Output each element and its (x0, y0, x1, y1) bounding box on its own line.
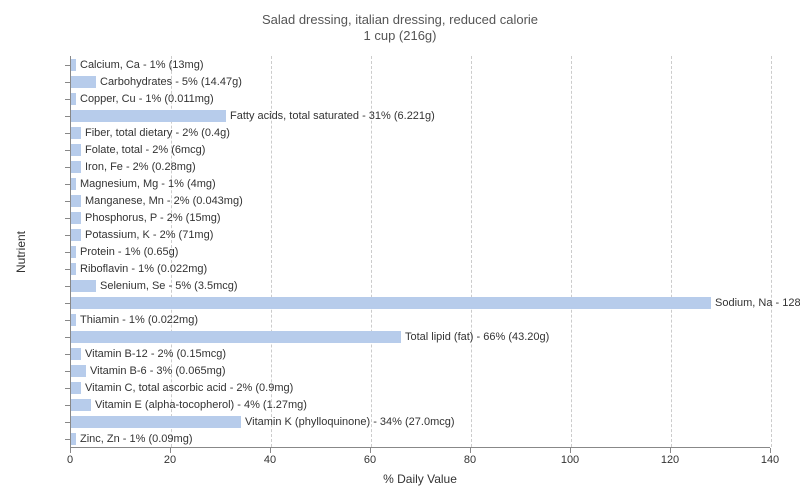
y-tick (65, 218, 71, 219)
x-tick-label: 100 (561, 454, 579, 466)
gridline (771, 56, 772, 447)
bar: Total lipid (fat) - 66% (43.20g) (71, 331, 401, 343)
x-tick (270, 448, 271, 453)
bar: Selenium, Se - 5% (3.5mcg) (71, 280, 96, 292)
x-tick (770, 448, 771, 453)
bar: Vitamin K (phylloquinone) - 34% (27.0mcg… (71, 416, 241, 428)
bar-label: Zinc, Zn - 1% (0.09mg) (76, 433, 192, 445)
bar: Zinc, Zn - 1% (0.09mg) (71, 433, 76, 445)
bar: Calcium, Ca - 1% (13mg) (71, 59, 76, 71)
x-tick-label: 140 (761, 454, 779, 466)
bar-label: Vitamin B-12 - 2% (0.15mcg) (81, 348, 226, 360)
bar-label: Selenium, Se - 5% (3.5mcg) (96, 280, 238, 292)
bar-label: Manganese, Mn - 2% (0.043mg) (81, 195, 243, 207)
bar-label: Riboflavin - 1% (0.022mg) (76, 263, 207, 275)
bar: Vitamin E (alpha-tocopherol) - 4% (1.27m… (71, 399, 91, 411)
bar-label: Fatty acids, total saturated - 31% (6.22… (226, 110, 435, 122)
x-tick-label: 40 (264, 454, 276, 466)
y-tick (65, 269, 71, 270)
y-tick (65, 422, 71, 423)
y-tick (65, 303, 71, 304)
bar: Manganese, Mn - 2% (0.043mg) (71, 195, 81, 207)
bar-label: Phosphorus, P - 2% (15mg) (81, 212, 221, 224)
x-tick-label: 0 (67, 454, 73, 466)
nutrient-chart: Salad dressing, italian dressing, reduce… (0, 0, 800, 500)
bar: Fatty acids, total saturated - 31% (6.22… (71, 110, 226, 122)
chart-title-line1: Salad dressing, italian dressing, reduce… (0, 0, 800, 27)
bar: Vitamin C, total ascorbic acid - 2% (0.9… (71, 382, 81, 394)
y-tick (65, 65, 71, 66)
x-axis: 020406080100120140 (70, 448, 770, 468)
y-tick (65, 286, 71, 287)
x-tick-label: 60 (364, 454, 376, 466)
bar-label: Iron, Fe - 2% (0.28mg) (81, 161, 196, 173)
y-tick (65, 82, 71, 83)
x-axis-title: % Daily Value (70, 472, 770, 486)
y-tick (65, 405, 71, 406)
bar: Folate, total - 2% (6mcg) (71, 144, 81, 156)
y-tick (65, 371, 71, 372)
bar: Sodium, Na - 128% (3069mg) (71, 297, 711, 309)
bar-label: Magnesium, Mg - 1% (4mg) (76, 178, 216, 190)
y-tick (65, 150, 71, 151)
bar: Vitamin B-6 - 3% (0.065mg) (71, 365, 86, 377)
bar: Riboflavin - 1% (0.022mg) (71, 263, 76, 275)
y-tick (65, 184, 71, 185)
bar-label: Vitamin B-6 - 3% (0.065mg) (86, 365, 226, 377)
chart-title-line2: 1 cup (216g) (0, 27, 800, 43)
bar-label: Vitamin C, total ascorbic acid - 2% (0.9… (81, 382, 293, 394)
bar: Vitamin B-12 - 2% (0.15mcg) (71, 348, 81, 360)
bar: Fiber, total dietary - 2% (0.4g) (71, 127, 81, 139)
y-tick (65, 320, 71, 321)
y-axis-title: Nutrient (14, 231, 28, 273)
y-tick (65, 252, 71, 253)
bar-label: Vitamin E (alpha-tocopherol) - 4% (1.27m… (91, 399, 307, 411)
x-tick-label: 20 (164, 454, 176, 466)
y-tick (65, 388, 71, 389)
bar-label: Protein - 1% (0.65g) (76, 246, 178, 258)
bar: Copper, Cu - 1% (0.011mg) (71, 93, 76, 105)
bar: Carbohydrates - 5% (14.47g) (71, 76, 96, 88)
bar-label: Total lipid (fat) - 66% (43.20g) (401, 331, 549, 343)
y-tick (65, 116, 71, 117)
bar: Iron, Fe - 2% (0.28mg) (71, 161, 81, 173)
x-tick (670, 448, 671, 453)
x-tick (570, 448, 571, 453)
y-tick (65, 99, 71, 100)
bar: Magnesium, Mg - 1% (4mg) (71, 178, 76, 190)
bar-label: Fiber, total dietary - 2% (0.4g) (81, 127, 230, 139)
y-tick (65, 201, 71, 202)
y-tick (65, 167, 71, 168)
x-tick-label: 80 (464, 454, 476, 466)
bar-label: Calcium, Ca - 1% (13mg) (76, 59, 203, 71)
x-tick (170, 448, 171, 453)
bar: Potassium, K - 2% (71mg) (71, 229, 81, 241)
bar-label: Potassium, K - 2% (71mg) (81, 229, 213, 241)
x-tick-label: 120 (661, 454, 679, 466)
bar-label: Folate, total - 2% (6mcg) (81, 144, 205, 156)
y-tick (65, 337, 71, 338)
y-tick (65, 235, 71, 236)
bar-label: Sodium, Na - 128% (3069mg) (711, 297, 800, 309)
bar-label: Carbohydrates - 5% (14.47g) (96, 76, 242, 88)
x-tick (370, 448, 371, 453)
bar-label: Thiamin - 1% (0.022mg) (76, 314, 198, 326)
bar-label: Vitamin K (phylloquinone) - 34% (27.0mcg… (241, 416, 455, 428)
bar: Phosphorus, P - 2% (15mg) (71, 212, 81, 224)
y-tick (65, 354, 71, 355)
bar: Protein - 1% (0.65g) (71, 246, 76, 258)
x-tick (470, 448, 471, 453)
y-tick (65, 439, 71, 440)
bars-group: Calcium, Ca - 1% (13mg) Carbohydrates - 5… (71, 56, 770, 447)
bar: Thiamin - 1% (0.022mg) (71, 314, 76, 326)
bar-label: Copper, Cu - 1% (0.011mg) (76, 93, 214, 105)
y-tick (65, 133, 71, 134)
x-tick (70, 448, 71, 453)
plot-area: Calcium, Ca - 1% (13mg) Carbohydrates - 5… (70, 56, 770, 448)
